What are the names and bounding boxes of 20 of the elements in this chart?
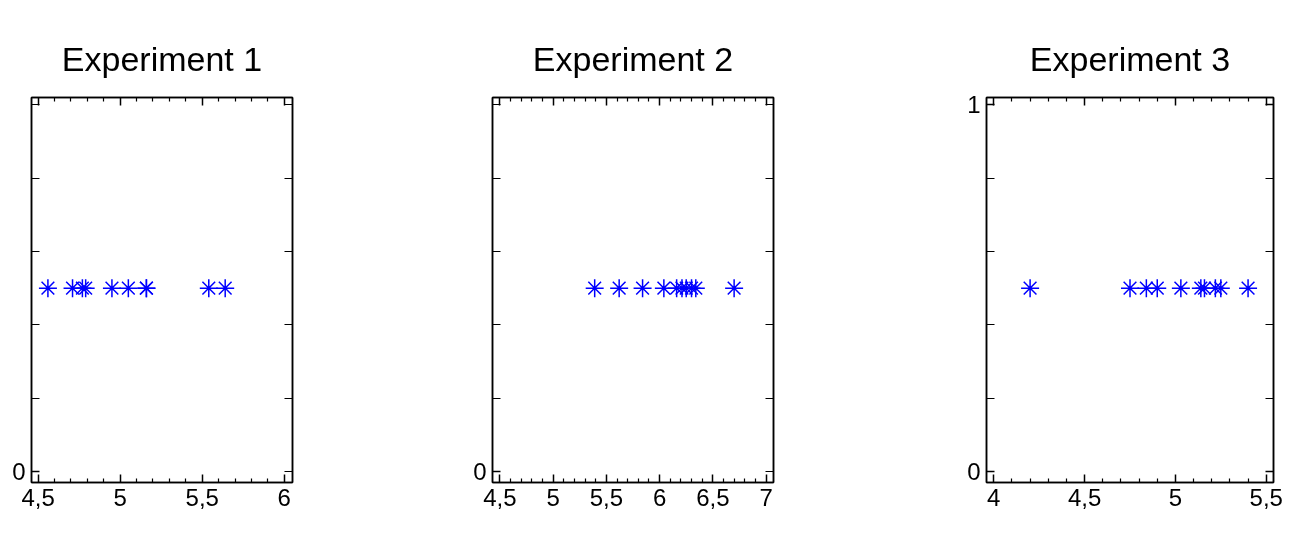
x-tick-label: 6: [652, 483, 667, 511]
chart-title: Experiment 1: [61, 39, 263, 78]
chart-title: Experiment 2: [532, 39, 734, 78]
x-tick-label: 5,5: [589, 483, 624, 511]
y-tick-label: 1: [967, 91, 981, 119]
x-tick-label: 5,5: [185, 483, 219, 511]
x-tick-label: 5: [546, 483, 560, 511]
chart-title: Experiment 3: [1029, 39, 1231, 78]
x-tick-label: 5,5: [1249, 483, 1283, 511]
x-tick-label: 4,5: [21, 483, 55, 511]
x-tick-label: 5: [1168, 483, 1183, 511]
x-tick-label: 6,5: [696, 483, 730, 511]
x-tick-label: 4,5: [483, 483, 517, 511]
x-tick-label: 7: [759, 483, 773, 511]
x-tick-label: 4: [987, 483, 1001, 511]
x-tick-label: 5: [113, 483, 127, 511]
x-tick-label: 4,5: [1067, 483, 1102, 511]
x-tick-label: 6: [277, 483, 291, 511]
text: 0: [12, 458, 26, 485]
text: 0: [473, 458, 487, 485]
